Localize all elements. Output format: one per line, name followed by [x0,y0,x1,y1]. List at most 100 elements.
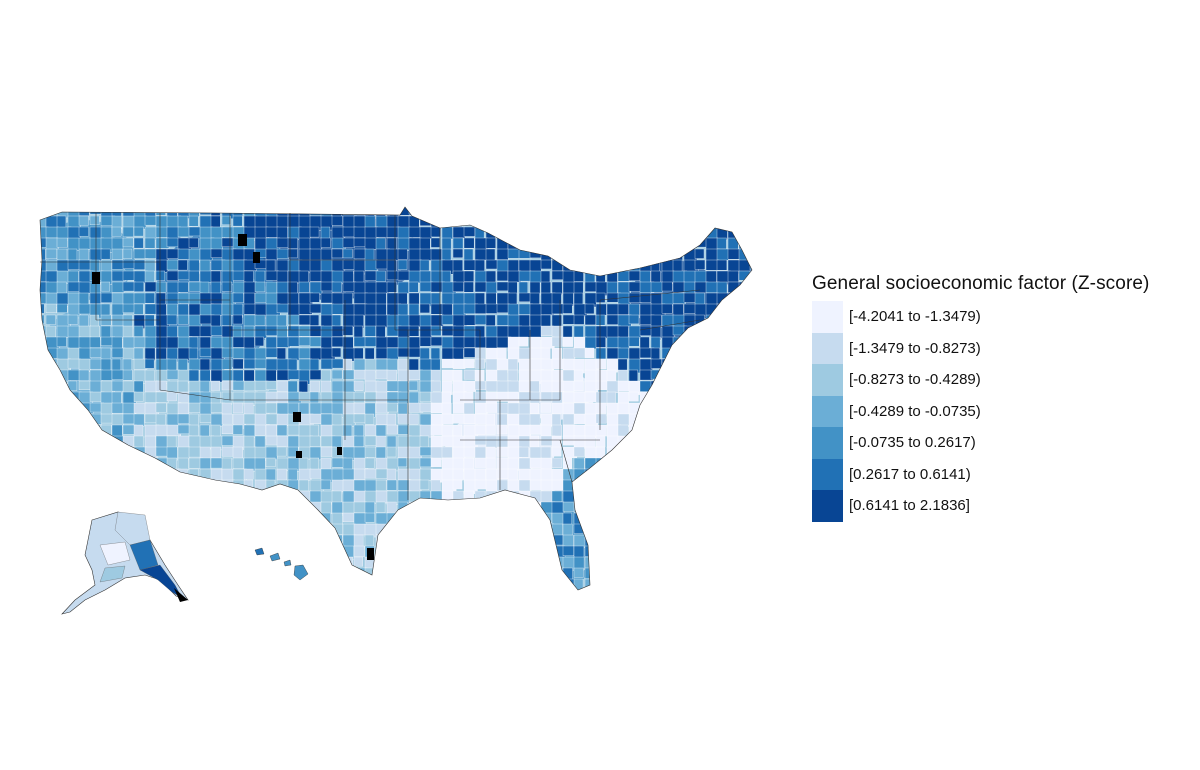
county-cell [287,248,298,259]
county-cell [221,226,234,238]
county-cell [705,207,719,217]
county-cell [496,303,510,314]
county-cell [408,556,421,568]
county-cell [232,556,244,569]
county-cell [78,369,90,381]
county-cell [309,303,323,314]
county-cell [727,413,740,427]
county-cell [144,578,158,590]
county-cell [56,413,67,429]
county-cell [298,578,309,590]
county-cell [199,325,213,337]
county-cell [507,512,521,525]
county-cell [298,501,312,517]
county-cell [716,215,727,228]
county-cell [320,369,332,382]
county-cell [628,512,644,525]
county-cell [661,358,675,370]
county-cell [507,380,521,394]
county-cell [518,567,532,579]
county-cell [408,578,421,589]
county-cell [562,248,576,260]
county-cell [694,567,710,581]
county-cell [617,292,631,306]
county-cell [628,435,639,449]
county-cell [738,325,752,337]
county-cell [694,402,705,417]
county-cell [584,336,597,350]
county-cell [749,424,752,438]
county-cell [133,237,144,249]
county-cell [463,413,476,425]
county-cell [584,226,595,237]
county-cell [254,523,265,537]
county-cell [342,457,353,471]
county-cell [78,325,92,339]
county-cell [606,490,621,503]
county-cell [430,347,441,361]
county-cell [364,457,375,469]
county-cell [452,325,466,338]
county-cell [727,446,741,461]
county-cell [397,292,408,305]
county-cell [166,413,179,427]
county-cell [485,523,498,536]
county-cell [595,336,606,348]
county-cell [716,479,727,491]
county-cell [276,446,287,457]
county-cell [177,292,191,304]
county-cell [89,215,100,226]
county-cell [309,402,322,416]
county-cell [408,215,420,229]
county-cell [254,314,266,326]
county-cell [243,468,254,480]
county-cell [430,413,444,427]
county-cell [716,512,728,526]
county-cell [650,534,662,548]
county-cell [694,325,710,339]
county-cell [144,589,158,590]
county-cell [40,424,49,439]
county-cell [738,446,750,462]
county-cell [672,446,683,460]
county-cell [518,589,533,590]
county-cell [309,380,320,393]
county-cell [727,556,741,567]
county-cell [738,457,752,471]
county-cell [595,226,610,241]
county-cell [40,435,50,450]
county-cell [694,380,706,394]
county-cell [617,523,633,537]
county-cell [221,424,235,435]
county-cell [705,556,717,570]
county-cell [419,369,432,382]
county-cell [67,556,79,569]
county-cell [353,545,365,557]
county-cell [683,512,698,524]
county-cell [320,578,333,590]
county-cell [100,281,111,292]
county-cell [287,237,298,249]
county-cell [430,435,443,449]
county-cell [562,207,577,220]
county-cell [694,424,709,435]
county-cell [221,215,231,226]
county-cell [408,292,420,305]
county-cell [111,468,125,483]
county-cell [166,314,178,325]
county-cell [397,248,408,260]
county-cell [452,567,468,582]
county-cell [45,578,60,590]
county-cell [408,501,421,513]
county-cell [331,358,345,369]
county-cell [331,270,345,284]
county-cell [694,446,705,461]
legend-entry: [-0.0735 to 0.2617) [812,427,1192,459]
county-cell [342,358,353,371]
county-cell [551,578,565,588]
county-cell [210,281,221,295]
county-cell [507,207,519,218]
county-cell [573,479,585,491]
county-cell [320,523,333,535]
county-cell [463,490,474,503]
